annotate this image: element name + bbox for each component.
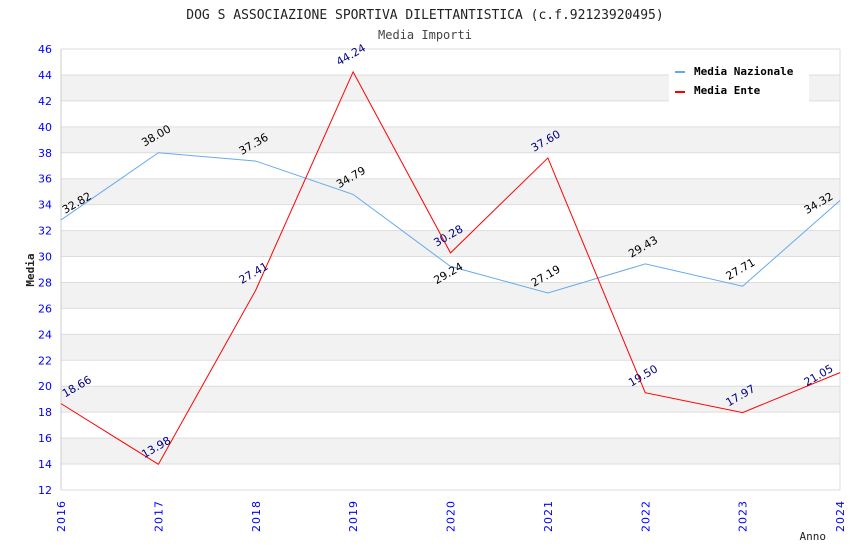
grid-band [61, 438, 840, 465]
data-label: 21.05 [802, 362, 836, 389]
grid-band [61, 126, 840, 153]
x-tick-label: 2016 [55, 500, 68, 532]
y-tick-label: 22 [38, 354, 52, 367]
data-label: 19.50 [626, 362, 660, 389]
y-tick-label: 30 [38, 251, 52, 264]
y-tick-label: 18 [38, 406, 52, 419]
x-tick-label: 2021 [542, 500, 555, 532]
y-tick-label: 12 [38, 484, 52, 497]
y-tick-label: 28 [38, 276, 52, 289]
data-label: 44.24 [334, 41, 368, 68]
x-tick-label: 2017 [152, 500, 165, 532]
data-label: 27.71 [724, 256, 758, 283]
grid-band [61, 334, 840, 361]
legend-label-ente: Media Ente [694, 84, 761, 97]
y-axis-label: Media [24, 253, 37, 286]
x-tick-label: 2022 [639, 500, 652, 532]
y-tick-label: 42 [38, 95, 52, 108]
grid-band [61, 386, 840, 413]
chart-subtitle: Media Importi [378, 28, 472, 42]
y-tick-label: 20 [38, 380, 52, 393]
x-axis-label: Anno [800, 530, 827, 543]
y-tick-label: 16 [38, 432, 52, 445]
y-tick-label: 40 [38, 121, 52, 134]
y-tick-label: 26 [38, 302, 52, 315]
legend: Media Nazionale Media Ente [669, 60, 809, 102]
y-tick-label: 36 [38, 173, 52, 186]
grid-band [61, 282, 840, 309]
legend-swatch-nazionale [675, 71, 685, 73]
grid-band [61, 178, 840, 205]
y-tick-label: 14 [38, 458, 52, 471]
x-tick-label: 2019 [347, 500, 360, 532]
legend-swatch-ente [675, 91, 685, 93]
chart-title: DOG S ASSOCIAZIONE SPORTIVA DILETTANTIST… [186, 8, 663, 23]
legend-label-nazionale: Media Nazionale [694, 65, 794, 78]
series-line-nazionale [60, 152, 841, 294]
x-tick-label: 2024 [834, 500, 847, 532]
x-tick-label: 2018 [250, 500, 263, 532]
y-tick-label: 34 [38, 199, 52, 212]
x-tick-label: 2023 [737, 500, 750, 532]
series-line-ente [60, 70, 841, 466]
x-tick-label: 2020 [445, 500, 458, 532]
y-tick-label: 38 [38, 147, 52, 160]
y-tick-label: 44 [38, 69, 52, 82]
y-tick-label: 32 [38, 225, 52, 238]
y-tick-label: 46 [38, 43, 52, 56]
y-tick-label: 24 [38, 328, 52, 341]
